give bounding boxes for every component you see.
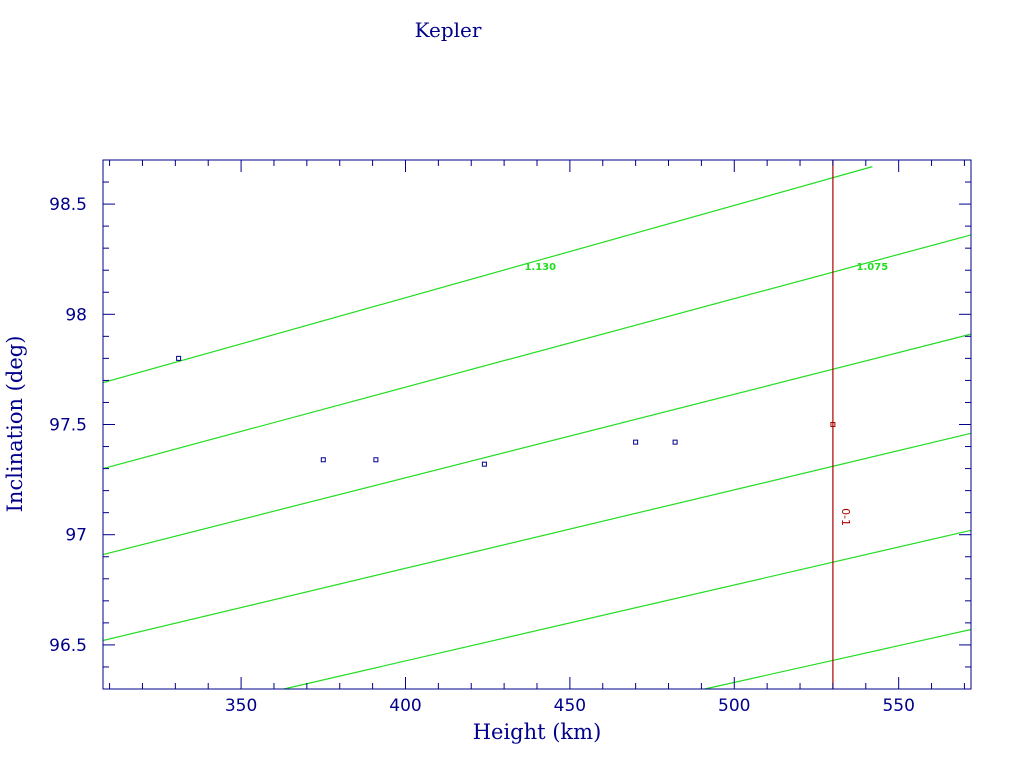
y-tick-label-2: 97.5 [49, 416, 87, 436]
data-point-1 [320, 457, 326, 463]
chart-title: Kepler [415, 18, 482, 42]
y-tick-label-4: 98.5 [49, 195, 87, 215]
reference-line-group: 0-1 [830, 160, 852, 689]
data-point-5 [672, 439, 678, 445]
data-points [176, 355, 678, 467]
reference-label: 0-1 [839, 508, 852, 526]
data-point-3 [481, 461, 487, 467]
y-tick-labels: 96.5 97 97.5 98 98.5 [49, 195, 87, 656]
x-tick-label-4: 550 [882, 696, 914, 716]
x-tick-label-2: 450 [554, 696, 586, 716]
x-axis-label: Height (km) [473, 720, 602, 744]
data-point-4 [633, 439, 639, 445]
x-tick-labels: 350 400 450 500 550 [225, 696, 915, 716]
contour-line-2 [102, 333, 972, 556]
contour-lines [102, 166, 972, 690]
y-axis-label: Inclination (deg) [3, 336, 27, 513]
reference-marker [830, 422, 836, 427]
data-point-0 [176, 355, 182, 361]
y-tick-label-0: 96.5 [49, 636, 87, 656]
contour-label-1: 1.075 [857, 262, 889, 273]
x-tick-label-3: 500 [718, 696, 750, 716]
y-tick-label-3: 98 [65, 305, 87, 325]
contour-line-3 [102, 432, 972, 642]
x-tick-label-1: 400 [389, 696, 421, 716]
contour-label-0: 1.130 [524, 262, 556, 273]
contour-line-0 [102, 166, 873, 384]
contour-labels: 1.130 1.075 [524, 262, 888, 273]
y-tick-label-1: 97 [65, 526, 87, 546]
contour-line-4 [283, 529, 972, 690]
x-tick-label-0: 350 [225, 696, 257, 716]
data-point-2 [373, 457, 379, 463]
contour-line-5 [704, 628, 972, 690]
axis-ticks [103, 159, 971, 690]
contour-line-1 [102, 234, 972, 470]
